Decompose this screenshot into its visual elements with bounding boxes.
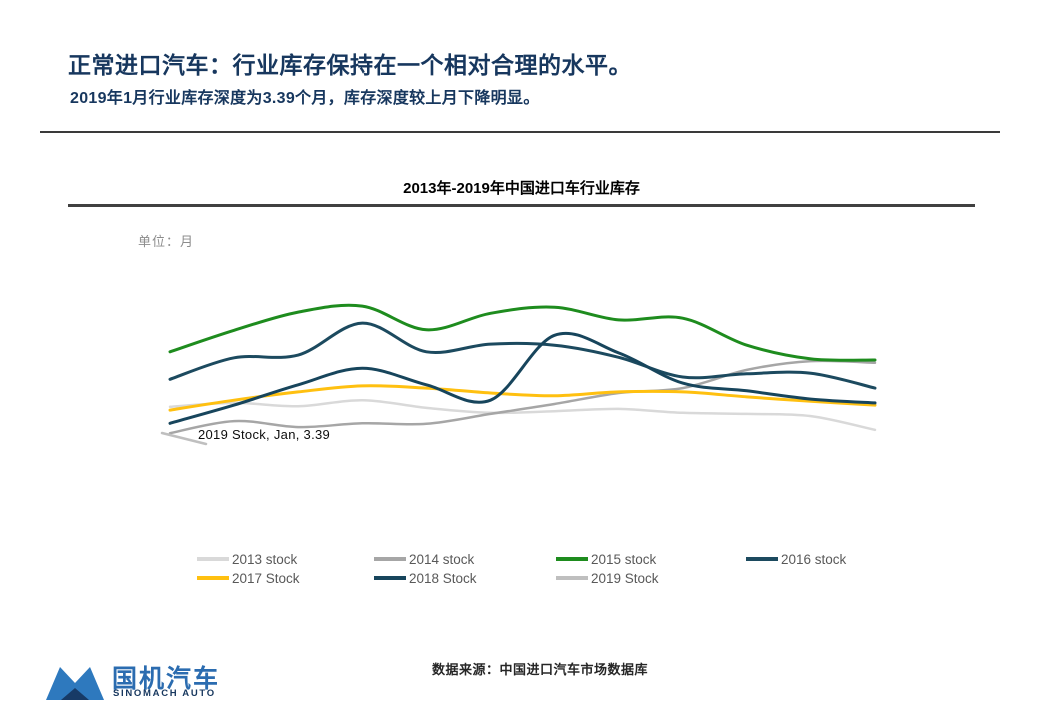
logo-text-cn: 国机汽车 (112, 665, 221, 693)
page-subtitle: 2019年1月行业库存深度为3.39个月，库存深度较上月下降明显。 (70, 90, 540, 107)
unit-label: 单位：月 (138, 234, 195, 249)
source-note: 数据来源：中国进口汽车市场数据库 (431, 662, 648, 677)
series-line-2019-stock (160, 431, 208, 446)
series-line-2018-stock (168, 331, 877, 425)
series-line-2013-stock (168, 398, 877, 432)
series-line-2015-stock (168, 303, 877, 362)
header-divider (40, 131, 1000, 133)
logo-text-en: SINOMACH AUTO (113, 688, 216, 699)
series-line-2017-stock (168, 384, 877, 412)
page-title: 正常进口汽车：行业库存保持在一个相对合理的水平。 (68, 52, 632, 78)
logo-mountain-icon (46, 667, 104, 700)
sinomach-logo: 国机汽车 SINOMACH AUTO (46, 660, 266, 710)
series-line-2016-stock (168, 321, 877, 390)
data-label-2019: 2019 Stock, Jan, 3.39 (198, 427, 331, 442)
series-line-2014-stock (168, 359, 877, 435)
chart-title-underline (68, 204, 975, 207)
chart-title: 2013年-2019年中国进口车行业库存 (403, 180, 640, 197)
